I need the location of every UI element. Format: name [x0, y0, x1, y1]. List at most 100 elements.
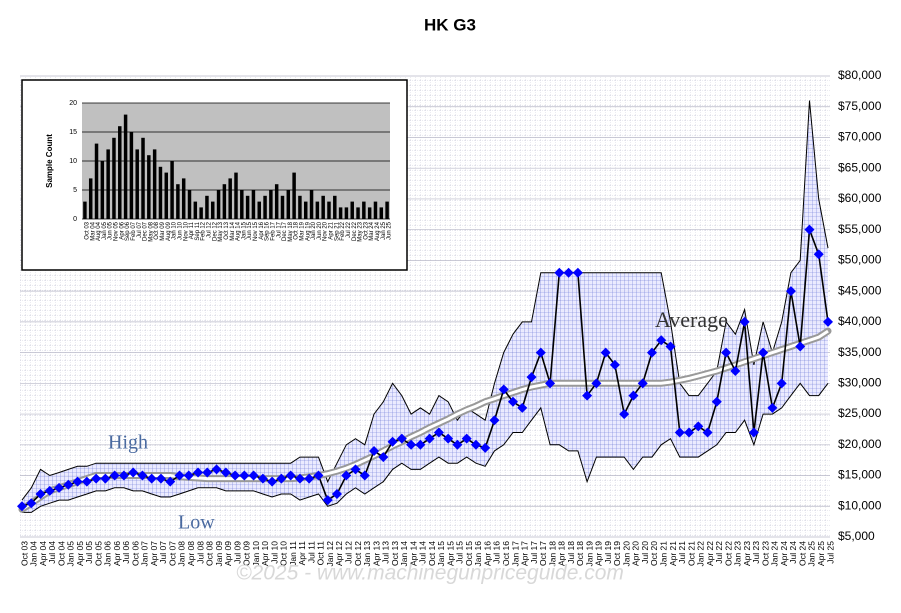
- x-tick-label: May 23: [358, 221, 364, 241]
- x-tick-label: Oct 22: [723, 541, 733, 566]
- x-tick-label: Jun 10: [177, 221, 183, 240]
- x-tick-label: Jul 24: [788, 541, 798, 564]
- average-marker: [776, 378, 787, 389]
- y-tick-label: $5,000: [838, 529, 875, 543]
- bar: [251, 190, 256, 219]
- x-tick-label: Jul 13: [381, 541, 391, 564]
- average-marker: [304, 473, 315, 484]
- average-marker: [517, 402, 528, 413]
- average-marker: [220, 467, 231, 478]
- x-tick-label: Oct 17: [538, 541, 548, 566]
- x-tick-label: Oct 23: [363, 221, 369, 239]
- x-tick-label: Jul 06: [121, 541, 131, 564]
- x-tick-label: Sep 21: [334, 221, 340, 241]
- bar: [350, 201, 354, 219]
- x-tick-label: Apr 11: [189, 221, 195, 239]
- x-tick-label: Jul 14: [418, 541, 428, 564]
- average-marker: [526, 372, 537, 383]
- x-tick-label: Apr 11: [297, 541, 307, 566]
- x-tick-label: Apr 06: [119, 221, 125, 239]
- x-tick-label: Oct 04: [56, 541, 66, 566]
- bar: [315, 201, 320, 219]
- average-marker: [155, 473, 166, 484]
- bar: [205, 195, 209, 219]
- high-label: High: [108, 432, 148, 454]
- x-tick-label: Apr 06: [112, 541, 122, 566]
- x-tick-label: Jan 08: [177, 541, 187, 567]
- bar: [88, 178, 93, 219]
- x-tick-label: Oct 11: [316, 541, 326, 566]
- average-marker: [183, 470, 194, 481]
- x-tick-label: Apr 25: [816, 541, 826, 566]
- bar: [141, 137, 145, 219]
- x-tick-label: Oct 18: [294, 221, 300, 239]
- x-tick-label: Jan 15: [241, 221, 247, 240]
- x-tick-label: Jul 15: [455, 541, 465, 564]
- bar: [309, 190, 314, 219]
- average-marker: [35, 488, 46, 499]
- x-tick-label: Nov 10: [183, 221, 189, 241]
- average-marker: [480, 442, 491, 453]
- bar: [280, 195, 285, 219]
- x-tick-label: Apr 21: [329, 221, 335, 239]
- bar: [303, 201, 308, 219]
- x-tick-label: Apr 20: [631, 541, 641, 566]
- x-tick-label: Jun 15: [247, 221, 253, 240]
- average-marker: [26, 498, 37, 509]
- average-marker: [804, 224, 815, 235]
- average-marker: [424, 433, 435, 444]
- bar: [181, 178, 186, 219]
- average-marker: [331, 488, 342, 499]
- low-line: [22, 382, 829, 513]
- bar: [344, 207, 349, 219]
- y-tick-label: 20: [69, 100, 77, 107]
- average-marker: [739, 316, 750, 327]
- average-marker: [369, 445, 380, 456]
- x-tick-label: Mar 14: [230, 221, 236, 240]
- x-tick-label: Feb 17: [270, 221, 276, 240]
- bar: [274, 184, 279, 219]
- x-tick-label: Apr 23: [742, 541, 752, 566]
- x-tick-label: Dec 12: [212, 221, 218, 241]
- y-tick-label: $60,000: [838, 191, 882, 205]
- x-tick-label: Aug 19: [305, 221, 311, 241]
- x-tick-label: Jan 09: [214, 541, 224, 567]
- x-tick-label: Jul 09: [232, 541, 242, 564]
- x-tick-label: Oct 12: [353, 541, 363, 566]
- x-tick-label: Jan 06: [103, 541, 113, 567]
- average-marker: [44, 485, 55, 496]
- average-marker: [81, 476, 92, 487]
- x-tick-label: Oct 15: [464, 541, 474, 566]
- x-tick-label: Oct 16: [501, 541, 511, 566]
- average-label: Average: [655, 307, 728, 332]
- bar: [193, 201, 198, 219]
- bar: [362, 201, 366, 219]
- y-tick-label: $70,000: [838, 130, 882, 144]
- x-tick-label: Oct 21: [686, 541, 696, 566]
- x-tick-label: Aug 14: [236, 221, 242, 241]
- x-tick-label: Oct 13: [390, 541, 400, 566]
- x-tick-label: Aug 04: [96, 221, 102, 241]
- y-tick-label: $10,000: [838, 498, 882, 512]
- average-marker: [341, 470, 352, 481]
- average-marker: [489, 415, 500, 426]
- bar: [147, 155, 151, 219]
- x-tick-label: Oct 05: [93, 541, 103, 566]
- average-marker: [230, 470, 241, 481]
- bar: [286, 190, 291, 219]
- x-tick-label: Apr 16: [482, 541, 492, 566]
- x-tick-label: Oct 03: [19, 541, 29, 566]
- x-tick-label: Oct 09: [242, 541, 252, 566]
- average-marker: [91, 473, 102, 484]
- bar: [123, 114, 128, 219]
- x-tick-label: Oct 13: [224, 221, 230, 239]
- x-tick-label: Apr 24: [779, 541, 789, 566]
- average-marker: [637, 378, 648, 389]
- x-tick-label: Jan 24: [770, 541, 780, 567]
- x-tick-label: Feb 22: [340, 221, 346, 240]
- average-marker: [267, 476, 278, 487]
- average-marker: [54, 482, 65, 493]
- x-tick-label: Apr 05: [75, 541, 85, 566]
- average-marker: [165, 476, 176, 487]
- x-tick-label: Apr 17: [520, 541, 530, 566]
